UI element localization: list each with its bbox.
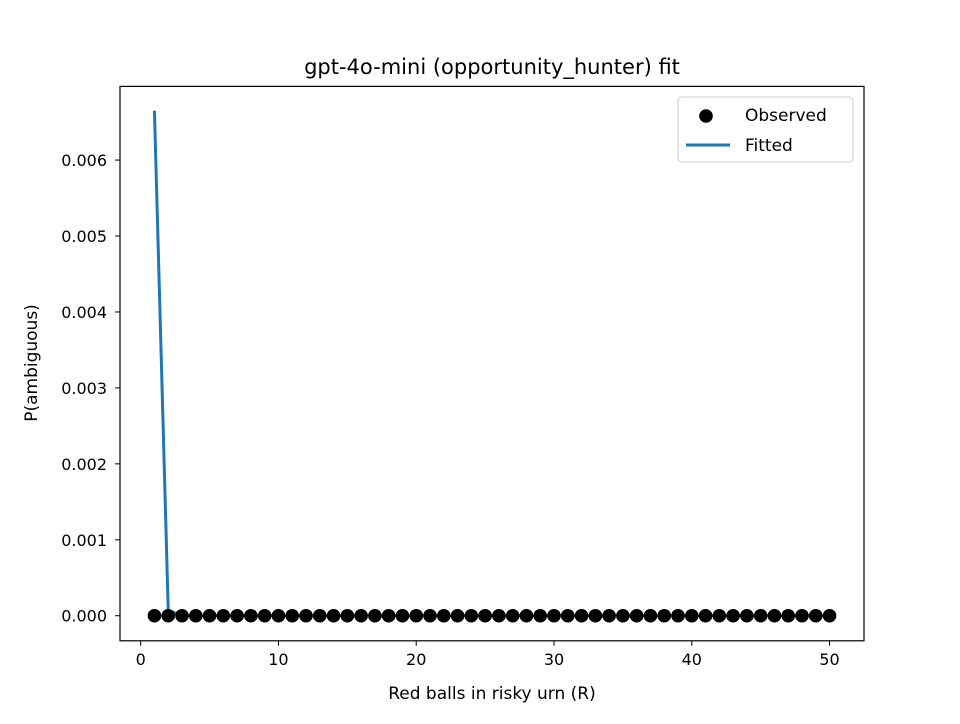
y-tick-label: 0.002 [61,455,107,474]
observed-point [478,608,492,623]
y-tick-label: 0.006 [61,151,107,170]
x-tick-label: 0 [136,650,146,669]
observed-point [602,608,616,623]
observed-point [533,608,548,623]
observed-point [202,608,217,623]
observed-point [230,608,244,623]
y-tick-label: 0.000 [61,607,107,626]
observed-point [354,608,368,623]
observed-point [340,608,355,623]
observed-point [188,608,203,623]
observed-point [381,608,396,623]
observed-point [753,608,768,623]
observed-point [423,608,437,623]
y-tick-label: 0.003 [61,379,107,398]
chart-title: gpt-4o-mini (opportunity_hunter) fit [304,55,680,80]
x-tick-label: 40 [682,650,702,669]
observed-point [643,608,658,623]
x-axis: 0 10 20 30 40 50 [136,640,840,669]
observed-point [726,608,740,623]
observed-point [505,608,520,623]
y-tick-label: 0.001 [61,531,107,550]
observed-point [671,608,685,623]
y-axis: 0.000 0.001 0.002 0.003 0.004 0.005 0.006 [61,151,120,626]
observed-point [175,608,189,623]
observed-point [560,608,575,623]
observed-point [257,608,272,623]
observed-point [712,608,727,623]
observed-point [574,608,589,623]
observed-point [244,608,258,623]
observed-point [409,608,424,623]
observed-point [547,608,561,623]
observed-point [368,608,382,623]
observed-point [808,608,823,623]
x-tick-label: 30 [544,650,564,669]
observed-point [436,608,451,623]
x-tick-label: 10 [268,650,288,669]
observed-point [271,608,286,623]
observed-point [519,608,534,623]
y-tick-label: 0.005 [61,227,107,246]
observed-point [657,608,672,623]
y-tick-label: 0.004 [61,303,107,322]
observed-point [588,608,603,623]
observed-point [629,608,644,623]
observed-point [684,608,699,623]
observed-point [740,608,754,623]
observed-point [464,608,479,623]
x-tick-label: 20 [406,650,426,669]
observed-point [492,608,506,623]
observed-point [450,608,465,623]
x-tick-label: 50 [819,650,839,669]
observed-point [326,608,341,623]
fitted-series [152,110,830,618]
observed-point [767,608,782,623]
observed-point [795,608,809,623]
legend-observed-label: Observed [745,106,827,126]
y-axis-label: P(ambiguous) [22,304,42,422]
observed-point [161,608,176,623]
observed-point [312,608,327,623]
legend-fitted-label: Fitted [745,136,793,156]
observed-series [147,608,837,623]
observed-point [216,608,231,623]
observed-point [698,608,713,623]
observed-point [299,608,313,623]
legend: Observed Fitted [677,96,854,163]
observed-point [285,608,300,623]
observed-point [395,608,410,623]
legend-observed-marker [699,109,713,123]
observed-point [147,608,162,623]
plot-frame [119,85,865,642]
observed-point [616,608,630,623]
fitted-line [152,110,830,618]
observed-point [822,608,837,623]
observed-point [781,608,796,623]
plot-area [119,85,865,642]
x-axis-label: Red balls in risky urn (R) [388,684,596,704]
